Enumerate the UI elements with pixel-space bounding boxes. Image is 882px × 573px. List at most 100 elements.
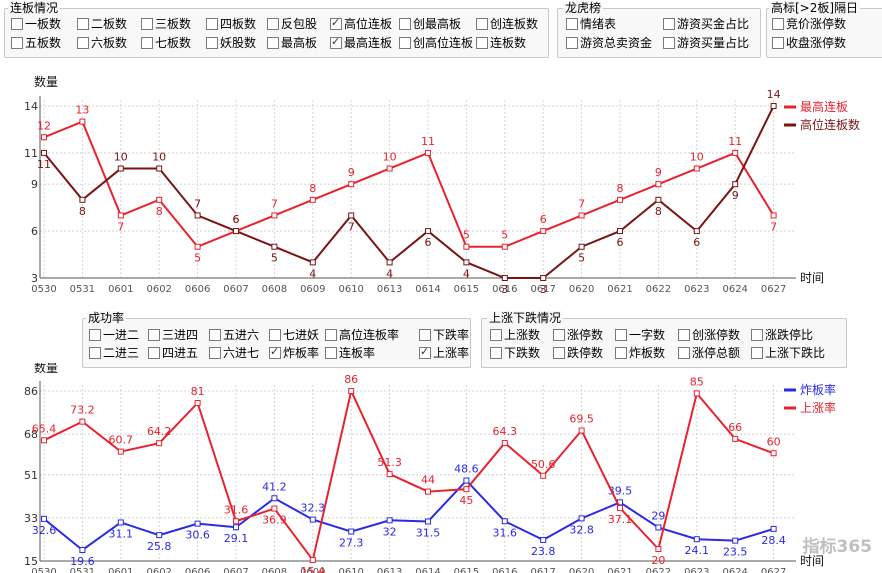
legend-label: 高位连板数	[800, 117, 860, 132]
checkbox-zhangdie-8[interactable]: 涨停总额	[678, 346, 740, 360]
checkbox-lianban-4[interactable]: 反包股	[267, 17, 317, 31]
checkbox-unchecked-icon[interactable]	[89, 347, 101, 359]
checkbox-zhangdie-1[interactable]: 涨停数	[553, 328, 603, 342]
checkbox-unchecked-icon[interactable]	[141, 18, 153, 30]
checkbox-unchecked-icon[interactable]	[89, 329, 101, 341]
checkbox-unchecked-icon[interactable]	[11, 37, 23, 49]
checkbox-lianban-6[interactable]: 创最高板	[399, 17, 461, 31]
checkbox-unchecked-icon[interactable]	[267, 37, 279, 49]
x-tick-label: 0607	[223, 284, 248, 295]
x-tick-label: 0622	[646, 567, 671, 573]
checkbox-lianban-8[interactable]: 五板数	[11, 36, 61, 50]
checkbox-unchecked-icon[interactable]	[678, 329, 690, 341]
checkbox-chenggong-0[interactable]: 一进二	[89, 328, 139, 342]
checkbox-zhangdie-5[interactable]: 下跌数	[490, 346, 540, 360]
checkbox-unchecked-icon[interactable]	[663, 37, 675, 49]
checkbox-unchecked-icon[interactable]	[553, 347, 565, 359]
checkbox-longhu-2[interactable]: 游资总卖资金	[566, 36, 652, 50]
checkbox-lianban-0[interactable]: 一板数	[11, 17, 61, 31]
checkbox-checked-icon[interactable]	[269, 345, 281, 359]
checkbox-unchecked-icon[interactable]	[772, 37, 784, 49]
checkbox-lianban-7[interactable]: 创连板数	[476, 17, 538, 31]
x-tick-label: 0622	[646, 284, 671, 295]
y-tick-label: 51	[24, 469, 38, 482]
checkbox-zhangdie-6[interactable]: 跌停数	[553, 346, 603, 360]
checkbox-chenggong-9[interactable]: 炸板率	[269, 345, 319, 360]
checkbox-unchecked-icon[interactable]	[678, 347, 690, 359]
checkbox-checked-icon[interactable]	[330, 16, 342, 30]
checkbox-chenggong-5[interactable]: 下跌率	[419, 328, 469, 342]
checkbox-lianban-1[interactable]: 二板数	[77, 17, 127, 31]
checkbox-zhangdie-3[interactable]: 创涨停数	[678, 328, 740, 342]
checkbox-unchecked-icon[interactable]	[269, 329, 281, 341]
checkbox-chenggong-10[interactable]: 连板率	[325, 346, 375, 360]
checkbox-unchecked-icon[interactable]	[141, 37, 153, 49]
checkbox-unchecked-icon[interactable]	[663, 18, 675, 30]
checkbox-unchecked-icon[interactable]	[751, 347, 763, 359]
checkbox-unchecked-icon[interactable]	[399, 37, 411, 49]
checkbox-unchecked-icon[interactable]	[209, 347, 221, 359]
data-point	[732, 149, 739, 156]
checkbox-unchecked-icon[interactable]	[615, 329, 627, 341]
checkbox-chenggong-1[interactable]: 三进四	[148, 328, 198, 342]
checkbox-lianban-15[interactable]: 连板数	[476, 36, 526, 50]
checkbox-unchecked-icon[interactable]	[206, 37, 218, 49]
checkbox-unchecked-icon[interactable]	[490, 329, 502, 341]
checkbox-unchecked-icon[interactable]	[566, 37, 578, 49]
checkbox-zhangdie-4[interactable]: 涨跌停比	[751, 328, 813, 342]
data-point	[271, 505, 278, 512]
checkbox-unchecked-icon[interactable]	[77, 37, 89, 49]
checkbox-unchecked-icon[interactable]	[490, 347, 502, 359]
checkbox-lianban-12[interactable]: 最高板	[267, 36, 317, 50]
data-label: 64.2	[147, 425, 172, 438]
checkbox-lianban-10[interactable]: 七板数	[141, 36, 191, 50]
checkbox-unchecked-icon[interactable]	[419, 329, 431, 341]
checkbox-longhu-3[interactable]: 游资买量占比	[663, 36, 749, 50]
checkbox-label: 涨停数	[567, 328, 604, 342]
checkbox-gaobiao-1[interactable]: 收盘涨停数	[772, 36, 846, 50]
checkbox-lianban-5[interactable]: 高位连板	[330, 16, 392, 31]
checkbox-chenggong-4[interactable]: 高位连板率	[325, 328, 399, 342]
checkbox-chenggong-8[interactable]: 六进七	[209, 346, 259, 360]
checkbox-lianban-9[interactable]: 六板数	[77, 36, 127, 50]
checkbox-unchecked-icon[interactable]	[399, 18, 411, 30]
checkbox-unchecked-icon[interactable]	[772, 18, 784, 30]
checkbox-checked-icon[interactable]	[330, 35, 342, 49]
checkbox-gaobiao-0[interactable]: 竞价涨停数	[772, 17, 846, 31]
checkbox-unchecked-icon[interactable]	[553, 329, 565, 341]
legend-label: 最高连板	[800, 99, 848, 114]
checkbox-unchecked-icon[interactable]	[267, 18, 279, 30]
checkbox-chenggong-2[interactable]: 五进六	[209, 328, 259, 342]
checkbox-unchecked-icon[interactable]	[751, 329, 763, 341]
checkbox-lianban-3[interactable]: 四板数	[206, 17, 256, 31]
checkbox-zhangdie-7[interactable]: 炸板数	[615, 346, 665, 360]
data-label: 23.5	[723, 546, 748, 559]
checkbox-zhangdie-9[interactable]: 上涨下跌比	[751, 346, 825, 360]
checkbox-unchecked-icon[interactable]	[148, 347, 160, 359]
checkbox-longhu-0[interactable]: 情绪表	[566, 17, 616, 31]
checkbox-longhu-1[interactable]: 游资买金占比	[663, 17, 749, 31]
checkbox-unchecked-icon[interactable]	[476, 18, 488, 30]
checkbox-lianban-11[interactable]: 妖股数	[206, 36, 256, 50]
checkbox-lianban-13[interactable]: 最高连板	[330, 35, 392, 50]
checkbox-lianban-14[interactable]: 创高位连板	[399, 36, 473, 50]
checkbox-unchecked-icon[interactable]	[615, 347, 627, 359]
checkbox-lianban-2[interactable]: 三板数	[141, 17, 191, 31]
checkbox-chenggong-6[interactable]: 二进三	[89, 346, 139, 360]
checkbox-unchecked-icon[interactable]	[11, 18, 23, 30]
checkbox-unchecked-icon[interactable]	[77, 18, 89, 30]
checkbox-unchecked-icon[interactable]	[325, 329, 337, 341]
checkbox-unchecked-icon[interactable]	[566, 18, 578, 30]
checkbox-zhangdie-2[interactable]: 一字数	[615, 328, 665, 342]
checkbox-unchecked-icon[interactable]	[325, 347, 337, 359]
checkbox-chenggong-11[interactable]: 上涨率	[419, 345, 469, 360]
checkbox-checked-icon[interactable]	[419, 345, 431, 359]
checkbox-zhangdie-0[interactable]: 上涨数	[490, 328, 540, 342]
checkbox-unchecked-icon[interactable]	[476, 37, 488, 49]
checkbox-chenggong-3[interactable]: 七进妖	[269, 328, 319, 342]
checkbox-chenggong-7[interactable]: 四进五	[148, 346, 198, 360]
checkbox-unchecked-icon[interactable]	[209, 329, 221, 341]
checkbox-label: 收盘涨停数	[786, 36, 847, 50]
checkbox-unchecked-icon[interactable]	[206, 18, 218, 30]
checkbox-unchecked-icon[interactable]	[148, 329, 160, 341]
